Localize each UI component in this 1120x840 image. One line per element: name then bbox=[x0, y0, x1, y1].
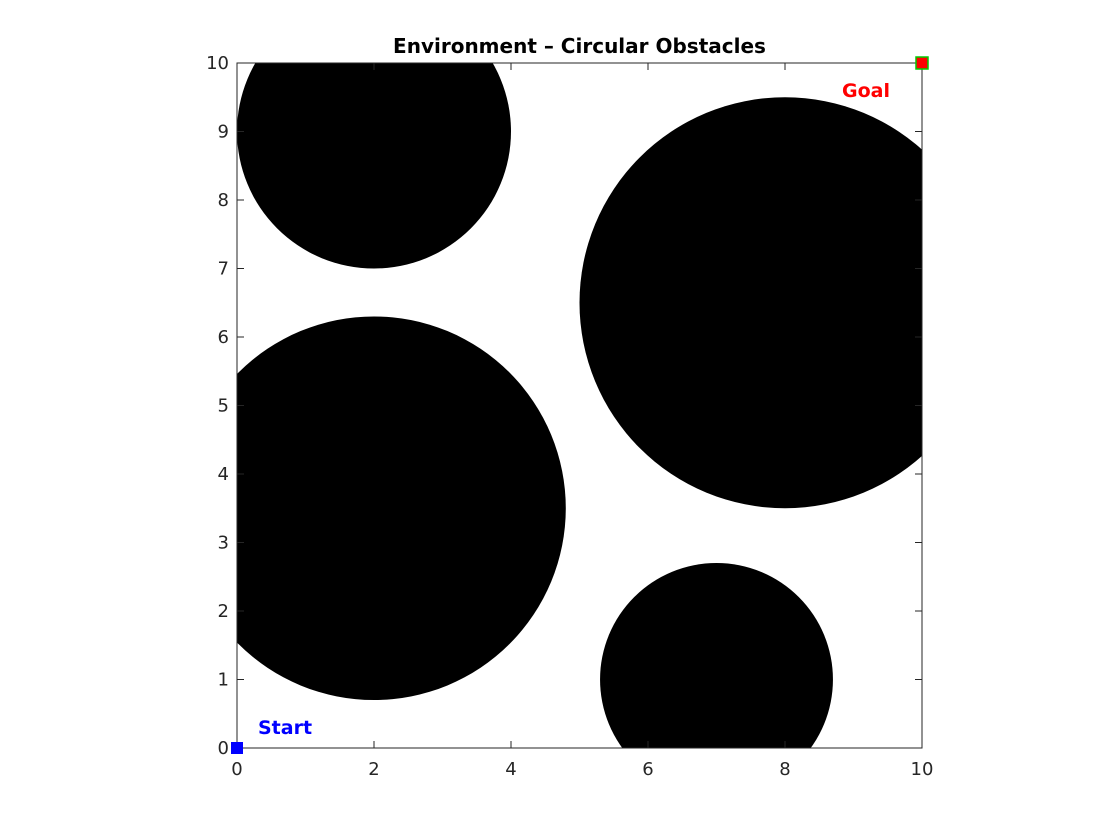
x-tick-label: 8 bbox=[779, 759, 790, 780]
obstacle-circle-2 bbox=[237, 316, 566, 700]
y-tick-label: 9 bbox=[218, 122, 229, 143]
x-tick-label: 4 bbox=[505, 759, 516, 780]
obstacle-circle-3 bbox=[579, 97, 922, 509]
start-label: Start bbox=[258, 717, 312, 739]
y-tick-label: 7 bbox=[218, 259, 229, 280]
y-tick-label: 5 bbox=[218, 396, 229, 417]
y-tick-label: 3 bbox=[218, 533, 229, 554]
chart-title: Environment – Circular Obstacles bbox=[393, 34, 766, 58]
x-tick-label: 6 bbox=[642, 759, 653, 780]
y-tick-label: 10 bbox=[206, 53, 229, 74]
x-tick-label: 2 bbox=[368, 759, 379, 780]
y-tick-label: 4 bbox=[218, 464, 229, 485]
obstacle-circle-4 bbox=[600, 563, 833, 748]
x-tick-label: 0 bbox=[231, 759, 242, 780]
y-tick-label: 1 bbox=[218, 670, 229, 691]
x-tick-label: 10 bbox=[911, 759, 934, 780]
goal-marker bbox=[915, 56, 929, 70]
y-tick-label: 6 bbox=[218, 327, 229, 348]
obstacle-circle-1 bbox=[237, 63, 511, 269]
goal-label: Goal bbox=[842, 80, 890, 102]
y-tick-label: 2 bbox=[218, 601, 229, 622]
y-tick-label: 0 bbox=[218, 738, 229, 759]
start-marker bbox=[231, 742, 243, 754]
y-tick-label: 8 bbox=[218, 190, 229, 211]
